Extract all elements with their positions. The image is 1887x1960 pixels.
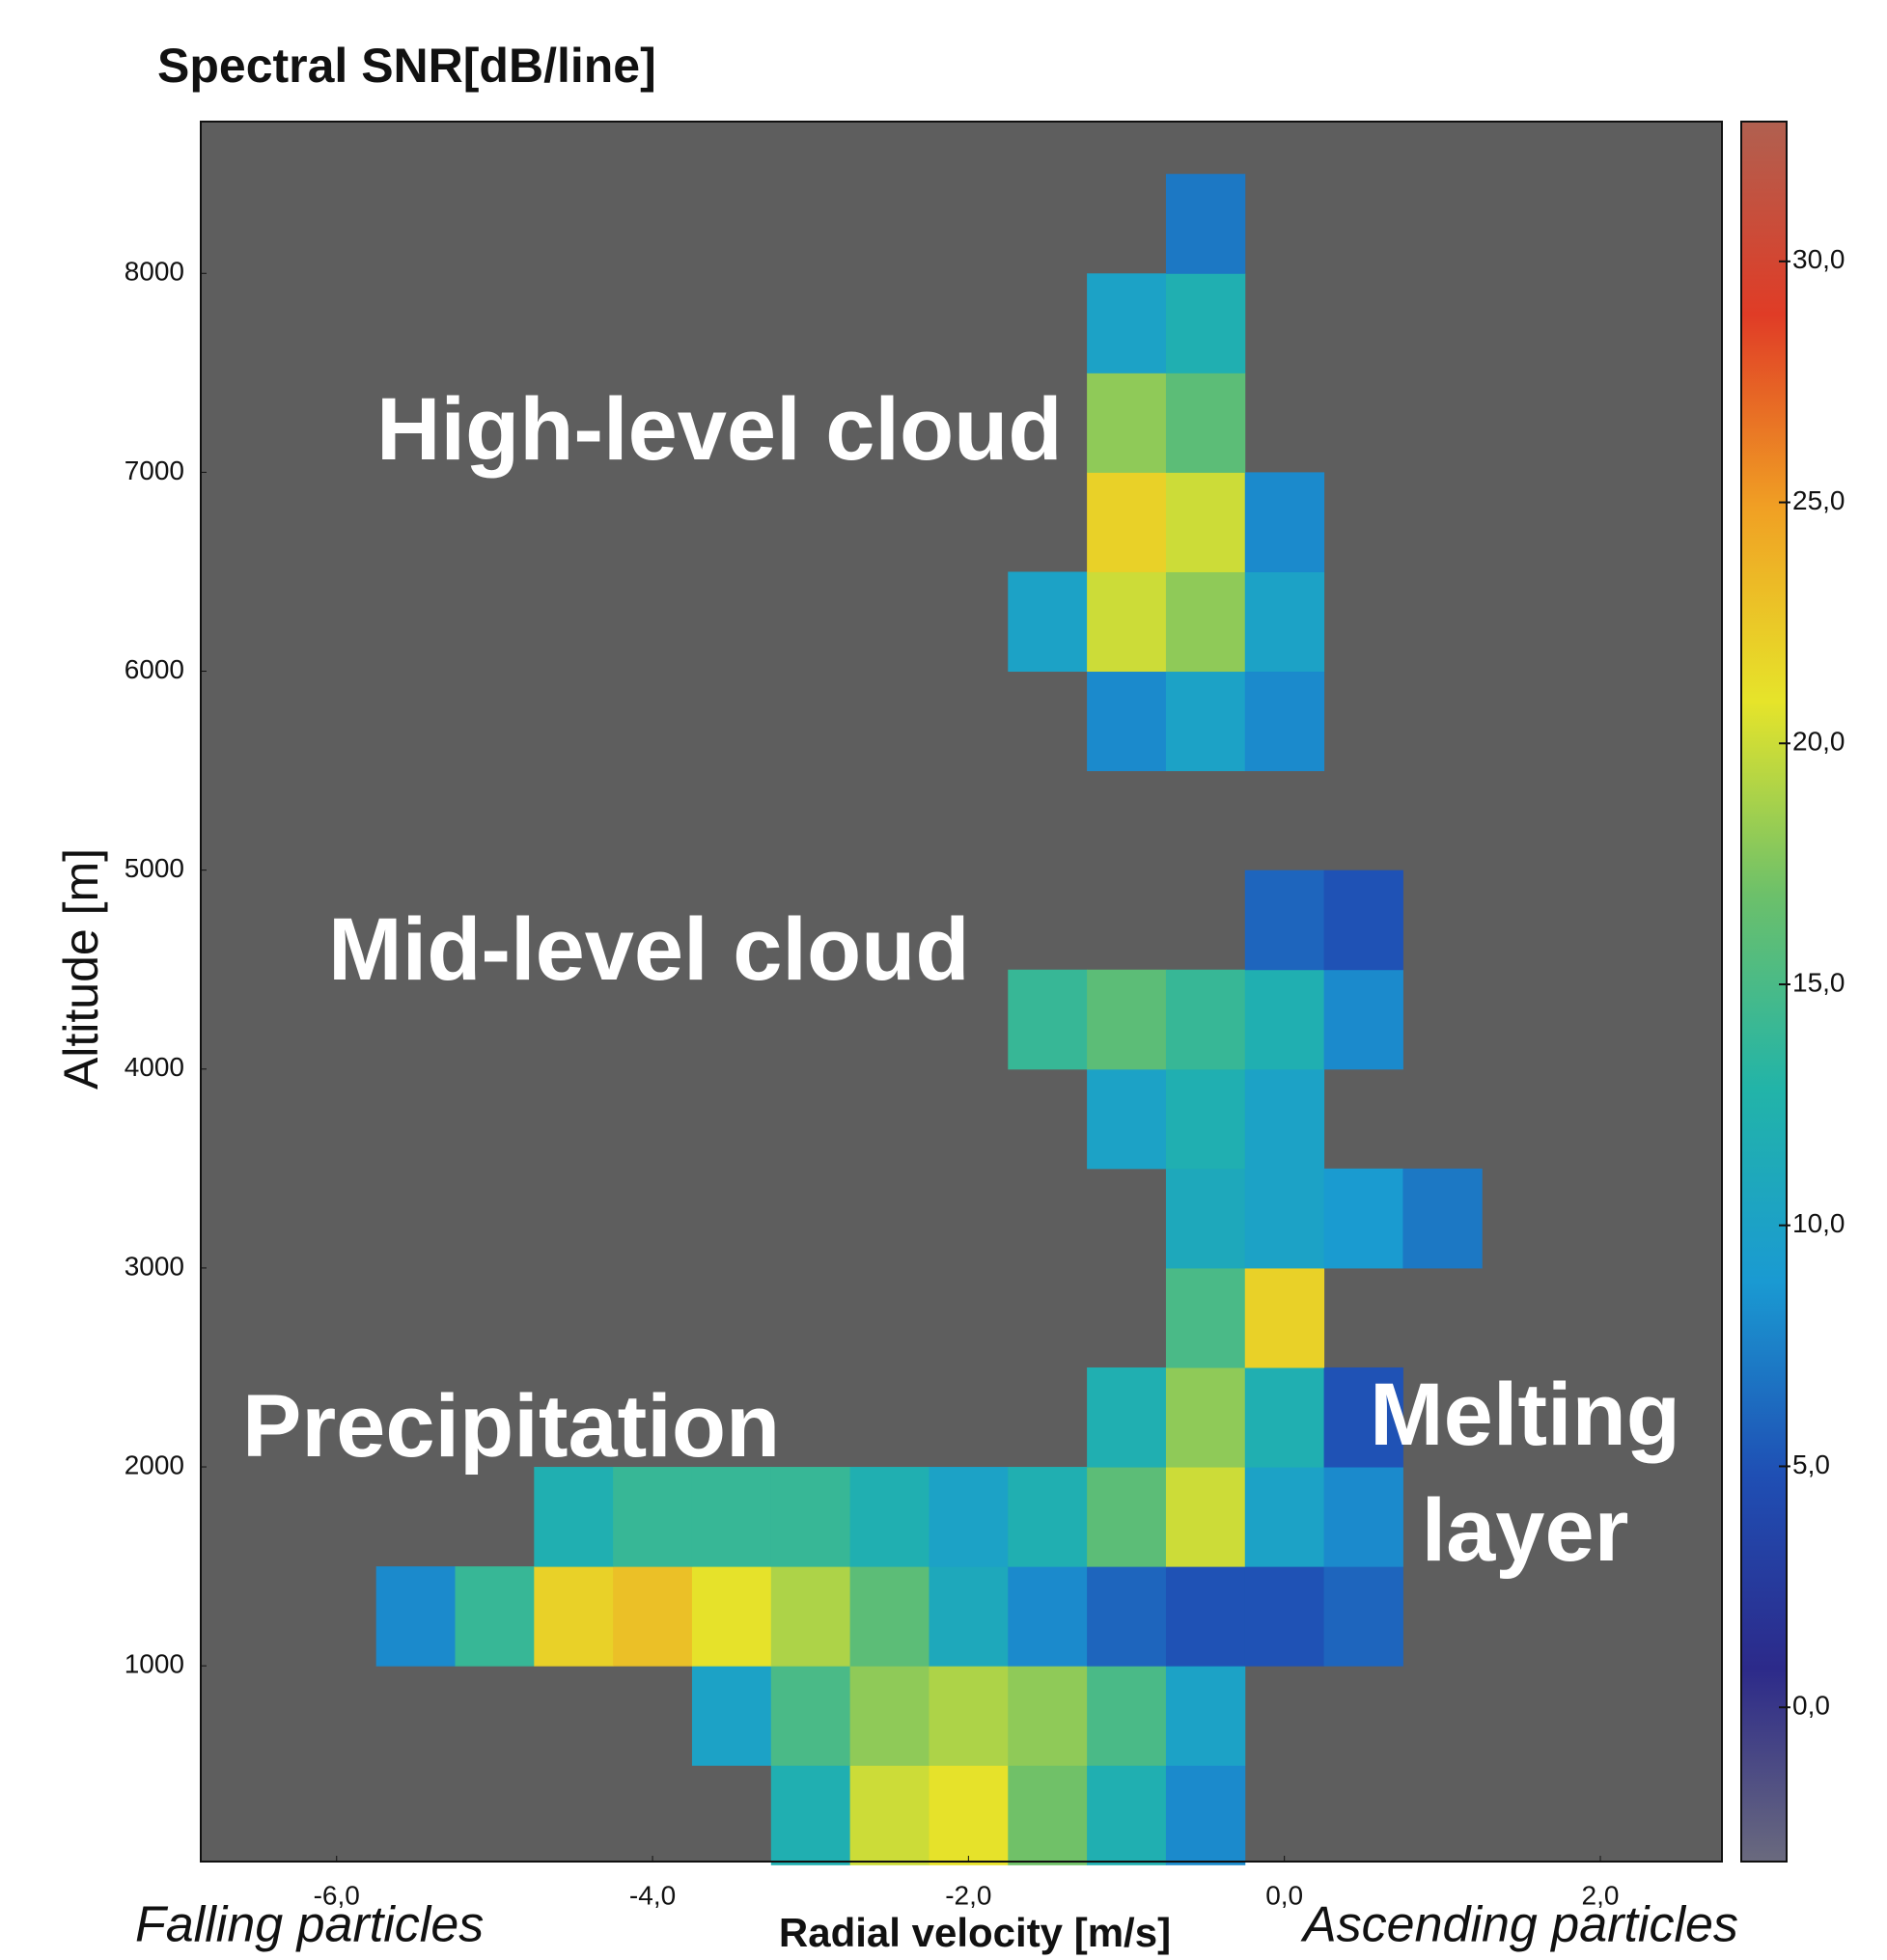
heatmap-cell: [1087, 1566, 1166, 1667]
heatmap-cell: [1245, 1069, 1324, 1170]
heatmap-cell: [1324, 870, 1403, 971]
y-tick-label: 7000: [125, 455, 184, 485]
heatmap-cell: [850, 1666, 930, 1766]
heatmap-cell: [1166, 1268, 1245, 1368]
heatmap-cell: [1166, 1467, 1245, 1567]
heatmap-cell: [692, 1566, 771, 1667]
x-axis-label: Radial velocity [m/s]: [779, 1910, 1171, 1955]
heatmap-cell: [771, 1666, 850, 1766]
heatmap-cell: [1008, 1566, 1087, 1667]
heatmap-cell: [1087, 1666, 1166, 1766]
heatmap-cell: [1166, 1069, 1245, 1170]
heatmap-cell: [1166, 373, 1245, 473]
annotation: Precipitation: [242, 1368, 780, 1484]
heatmap-cell: [1166, 1367, 1245, 1468]
colorbar-tick-label: 20,0: [1792, 727, 1845, 757]
page: Spectral SNR[dB/line] Radial velocity [m…: [0, 0, 1887, 1960]
heatmap-cell: [1087, 373, 1166, 473]
annotation: Ascending particles: [1300, 1897, 1738, 1953]
heatmap-cell: [1245, 571, 1324, 672]
heatmap-cell: [771, 1467, 850, 1567]
heatmap-cell: [929, 1467, 1008, 1567]
annotation: Mid-level cloud: [328, 892, 970, 1008]
heatmap-cell: [1008, 1666, 1087, 1766]
heatmap-cell: [1245, 1367, 1324, 1468]
heatmap-cell: [1087, 1467, 1166, 1567]
heatmap-cell: [1324, 970, 1403, 1070]
heatmap-cell: [455, 1566, 534, 1667]
heatmap-cell: [1008, 1467, 1087, 1567]
y-tick-label: 5000: [125, 853, 184, 883]
heatmap-cell: [1166, 273, 1245, 373]
heatmap-cell: [1166, 1666, 1245, 1766]
heatmap-cell: [1087, 1367, 1166, 1468]
colorbar-tick-label: 25,0: [1792, 485, 1845, 515]
heatmap-cell: [1245, 1467, 1324, 1567]
heatmap-cell: [1166, 970, 1245, 1070]
heatmap-cell: [1402, 1169, 1482, 1269]
heatmap-cell: [1245, 1268, 1324, 1368]
y-tick-label: 2000: [125, 1449, 184, 1479]
heatmap-cell: [534, 1566, 613, 1667]
heatmap-cell: [1166, 174, 1245, 274]
annotation: Melting layer: [1351, 1357, 1699, 1588]
heatmap-cell: [1087, 472, 1166, 572]
annotation: High-level cloud: [376, 372, 1063, 487]
colorbar-tick-label: 0,0: [1792, 1691, 1830, 1721]
heatmap-cell: [1087, 571, 1166, 672]
heatmap-cell: [929, 1666, 1008, 1766]
colorbar-tick-label: 5,0: [1792, 1449, 1830, 1479]
colorbar-tick-label: 10,0: [1792, 1208, 1845, 1238]
heatmap-cell: [1008, 1765, 1087, 1865]
heatmap-cell: [1245, 1566, 1324, 1667]
heatmap-cell: [1245, 1169, 1324, 1269]
x-tick-label: 2,0: [1582, 1880, 1620, 1910]
heatmap-cell: [771, 1765, 850, 1865]
heatmap-cell: [1166, 571, 1245, 672]
heatmap-cell: [1087, 1765, 1166, 1865]
heatmap-cell: [1324, 1169, 1403, 1269]
heatmap-cell: [613, 1566, 692, 1667]
y-axis-label: Altitude [m]: [54, 848, 108, 1090]
heatmap-cell: [1166, 672, 1245, 772]
heatmap-cell: [1166, 1765, 1245, 1865]
y-tick-label: 8000: [125, 257, 184, 287]
annotation: Falling particles: [135, 1897, 484, 1953]
heatmap-cell: [1087, 672, 1166, 772]
heatmap-cell: [929, 1765, 1008, 1865]
heatmap-cell: [850, 1467, 930, 1567]
y-tick-label: 1000: [125, 1649, 184, 1679]
heatmap-cell: [1087, 1069, 1166, 1170]
colorbar-tick-label: 30,0: [1792, 244, 1845, 274]
heatmap-cell: [692, 1666, 771, 1766]
heatmap-cell: [376, 1566, 456, 1667]
heatmap-cell: [1166, 1169, 1245, 1269]
x-tick-label: 0,0: [1265, 1880, 1303, 1910]
heatmap-cell: [850, 1566, 930, 1667]
heatmap-cell: [1166, 1566, 1245, 1667]
heatmap-cell: [1087, 970, 1166, 1070]
heatmap-cell: [1245, 870, 1324, 971]
x-tick-label: -6,0: [314, 1880, 360, 1910]
x-tick-label: -2,0: [945, 1880, 991, 1910]
heatmap-cell: [1087, 273, 1166, 373]
heatmap-cell: [850, 1765, 930, 1865]
colorbar-tick-label: 15,0: [1792, 967, 1845, 997]
heatmap-cell: [929, 1566, 1008, 1667]
heatmap-cell: [1008, 970, 1087, 1070]
chart-title: Spectral SNR[dB/line]: [157, 39, 656, 93]
x-tick-label: -4,0: [629, 1880, 676, 1910]
heatmap-cell: [1245, 672, 1324, 772]
heatmap-cell: [1166, 472, 1245, 572]
y-tick-label: 6000: [125, 654, 184, 684]
heatmap-cell: [771, 1566, 850, 1667]
heatmap-cell: [1008, 571, 1087, 672]
y-tick-label: 4000: [125, 1052, 184, 1082]
heatmap-cell: [1245, 472, 1324, 572]
heatmap-cell: [1245, 970, 1324, 1070]
colorbar: [1741, 122, 1787, 1862]
y-tick-label: 3000: [125, 1251, 184, 1281]
